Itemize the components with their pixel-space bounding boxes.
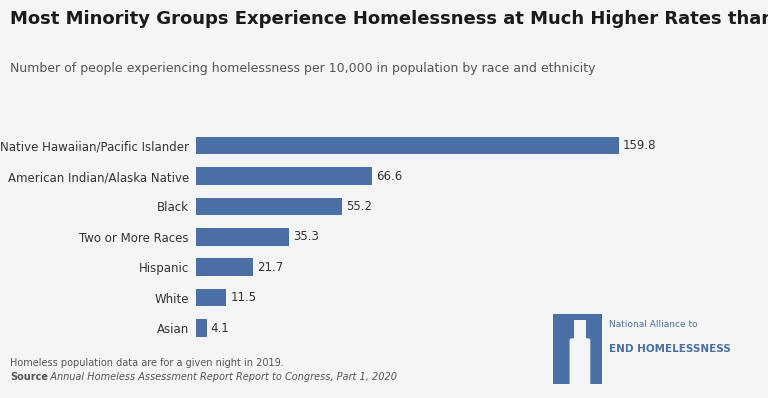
Text: Number of people experiencing homelessness per 10,000 in population by race and : Number of people experiencing homelessne… bbox=[10, 62, 595, 75]
FancyBboxPatch shape bbox=[586, 314, 601, 384]
Text: 66.6: 66.6 bbox=[376, 170, 402, 183]
Text: National Alliance to: National Alliance to bbox=[609, 320, 697, 330]
Text: 11.5: 11.5 bbox=[230, 291, 257, 304]
FancyBboxPatch shape bbox=[553, 314, 601, 320]
Text: 4.1: 4.1 bbox=[210, 322, 230, 334]
FancyBboxPatch shape bbox=[570, 338, 591, 386]
Text: 35.3: 35.3 bbox=[293, 230, 319, 243]
Text: 21.7: 21.7 bbox=[257, 261, 283, 274]
Bar bbox=[196, 258, 253, 276]
FancyBboxPatch shape bbox=[553, 314, 574, 384]
Bar bbox=[196, 167, 372, 185]
Bar bbox=[196, 319, 207, 337]
Text: END HOMELESSNESS: END HOMELESSNESS bbox=[609, 344, 730, 354]
Text: Homeless population data are for a given night in 2019.: Homeless population data are for a given… bbox=[10, 358, 283, 368]
Bar bbox=[196, 228, 290, 246]
Bar bbox=[196, 289, 227, 306]
Text: 55.2: 55.2 bbox=[346, 200, 372, 213]
Text: : Annual Homeless Assessment Report Report to Congress, Part 1, 2020: : Annual Homeless Assessment Report Repo… bbox=[44, 372, 397, 382]
Text: Most Minority Groups Experience Homelessness at Much Higher Rates than Whites: Most Minority Groups Experience Homeless… bbox=[10, 10, 768, 28]
Text: 159.8: 159.8 bbox=[623, 139, 656, 152]
Text: Source: Source bbox=[10, 372, 48, 382]
Bar bbox=[196, 137, 618, 154]
Bar bbox=[196, 197, 342, 215]
